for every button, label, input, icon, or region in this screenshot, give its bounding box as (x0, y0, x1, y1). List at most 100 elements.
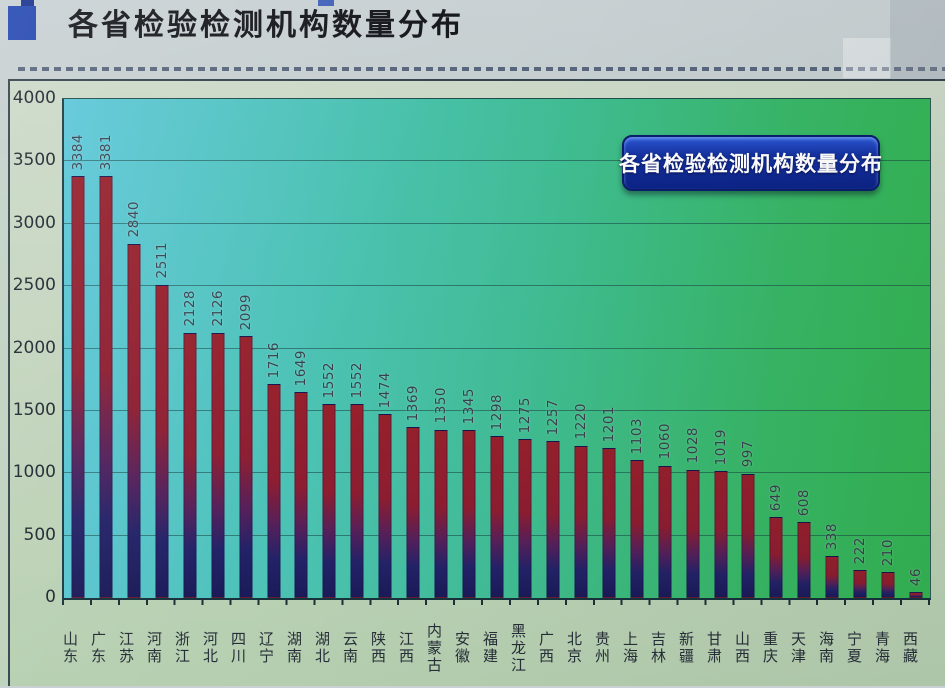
y-axis-label: 0 (45, 587, 56, 607)
x-axis-label: 天津 (789, 631, 807, 665)
x-axis-ticks (62, 599, 930, 605)
bar-value-label: 997 (740, 440, 757, 468)
bar-column: 1552 (343, 99, 371, 598)
bars-container: 3384 3381 2840 2511 2128 2126 2099 1716 1649 1552… (64, 99, 930, 598)
bar (239, 336, 253, 598)
bar (462, 430, 476, 598)
bar-column: 46 (902, 99, 930, 598)
bar (211, 332, 225, 598)
bar (378, 414, 392, 598)
y-axis-label: 1500 (12, 399, 56, 420)
bar-value-label: 1103 (628, 418, 645, 455)
x-axis-label: 新疆 (677, 631, 695, 665)
bar (714, 470, 728, 598)
bar-value-label: 1028 (684, 427, 701, 464)
x-axis-label: 广西 (537, 631, 555, 665)
projection-artifact (890, 0, 945, 92)
y-axis-label: 2000 (12, 337, 56, 358)
x-axis-label: 西藏 (901, 631, 919, 665)
y-axis-label: 1000 (12, 462, 56, 483)
x-axis-label: 河南 (145, 631, 163, 665)
x-axis-labels: 山东 广东 江苏 河南 浙江 河北 四川 辽宁 湖南 湖北 云南 陕西 江西 内蒙古 安徽 福建 黑龙江 广西 北京… (61, 608, 930, 688)
bar-column: 3384 (64, 99, 92, 598)
bar (630, 460, 644, 598)
bar-column: 1103 (623, 99, 651, 598)
bar-column: 1369 (399, 99, 427, 598)
x-axis-label: 黑龙江 (509, 622, 527, 674)
bar (294, 392, 308, 598)
x-axis-label: 陕西 (369, 631, 387, 665)
bar-value-label: 3381 (97, 133, 114, 171)
title-bullet-back-icon (21, 0, 34, 11)
gridline (64, 160, 930, 162)
bar-value-label: 1552 (349, 362, 366, 399)
bar (881, 571, 895, 598)
x-axis-label: 吉林 (649, 631, 667, 665)
bar-value-label: 1716 (265, 341, 282, 378)
bar-value-label: 1019 (712, 428, 729, 465)
bar-column: 210 (874, 99, 902, 598)
chart-legend-box: 各省检验检测机构数量分布 (619, 135, 882, 191)
bar-column: 1060 (651, 99, 679, 598)
bar-column: 1019 (707, 99, 735, 598)
bar (602, 448, 616, 598)
bar (825, 555, 839, 598)
gridline (64, 285, 930, 287)
bar (686, 469, 700, 598)
title-divider-dashed-line (18, 67, 945, 71)
bar-column: 2126 (204, 99, 232, 598)
gridline (64, 222, 930, 224)
bar (574, 445, 588, 598)
bar (490, 436, 504, 598)
x-axis-label: 上海 (621, 631, 639, 665)
bar-column: 1552 (315, 99, 343, 598)
bar-value-label: 1275 (516, 396, 533, 433)
x-axis-label: 辽宁 (257, 631, 275, 665)
page-title: 各省检验检测机构数量分布 (68, 8, 464, 43)
bar-column: 608 (790, 99, 818, 598)
bar-column: 1350 (427, 99, 455, 598)
bar (155, 284, 169, 598)
x-axis-label: 宁夏 (845, 631, 863, 665)
bar-column: 3381 (92, 99, 120, 598)
bar (406, 427, 420, 598)
bar-value-label: 1060 (656, 423, 673, 460)
y-axis-label: 2500 (12, 275, 56, 296)
bar (127, 243, 141, 598)
x-axis-label: 贵州 (593, 631, 611, 665)
bar (350, 404, 364, 598)
x-axis-label: 北京 (565, 631, 583, 665)
x-axis-label: 江西 (397, 631, 415, 665)
y-axis-label: 4000 (12, 88, 56, 108)
bar-column: 2840 (120, 99, 148, 598)
bar (267, 383, 281, 598)
bar (909, 592, 923, 598)
x-axis-label: 湖南 (285, 631, 303, 665)
bar-value-label: 46 (908, 568, 925, 587)
bar-value-label: 222 (852, 537, 869, 565)
bar-column: 338 (818, 99, 846, 598)
bar (183, 332, 197, 598)
bar-value-label: 2511 (153, 242, 170, 279)
bar-column: 1716 (260, 99, 288, 598)
bar-value-label: 608 (796, 488, 813, 517)
bar-column: 222 (846, 99, 874, 598)
x-axis-label: 广东 (89, 631, 107, 665)
bar (797, 522, 811, 598)
x-axis-label: 内蒙古 (425, 622, 443, 674)
bar-column: 649 (762, 99, 790, 598)
bar-column: 1220 (567, 99, 595, 598)
title-bullet-icon (8, 6, 36, 40)
bar-value-label: 1220 (572, 403, 589, 440)
bar (658, 465, 672, 598)
bar-column: 997 (735, 99, 763, 598)
bar-value-label: 2099 (237, 293, 254, 331)
bar (434, 429, 448, 598)
bar-value-label: 338 (824, 522, 841, 550)
bar-column: 1345 (455, 99, 483, 598)
chart-panel: 0 500 1000 1500 2000 2500 3000 3500 4000 3384 338… (8, 79, 945, 686)
x-axis-label: 重庆 (761, 631, 779, 665)
bar-value-label: 1552 (321, 362, 338, 399)
bar (518, 438, 532, 598)
